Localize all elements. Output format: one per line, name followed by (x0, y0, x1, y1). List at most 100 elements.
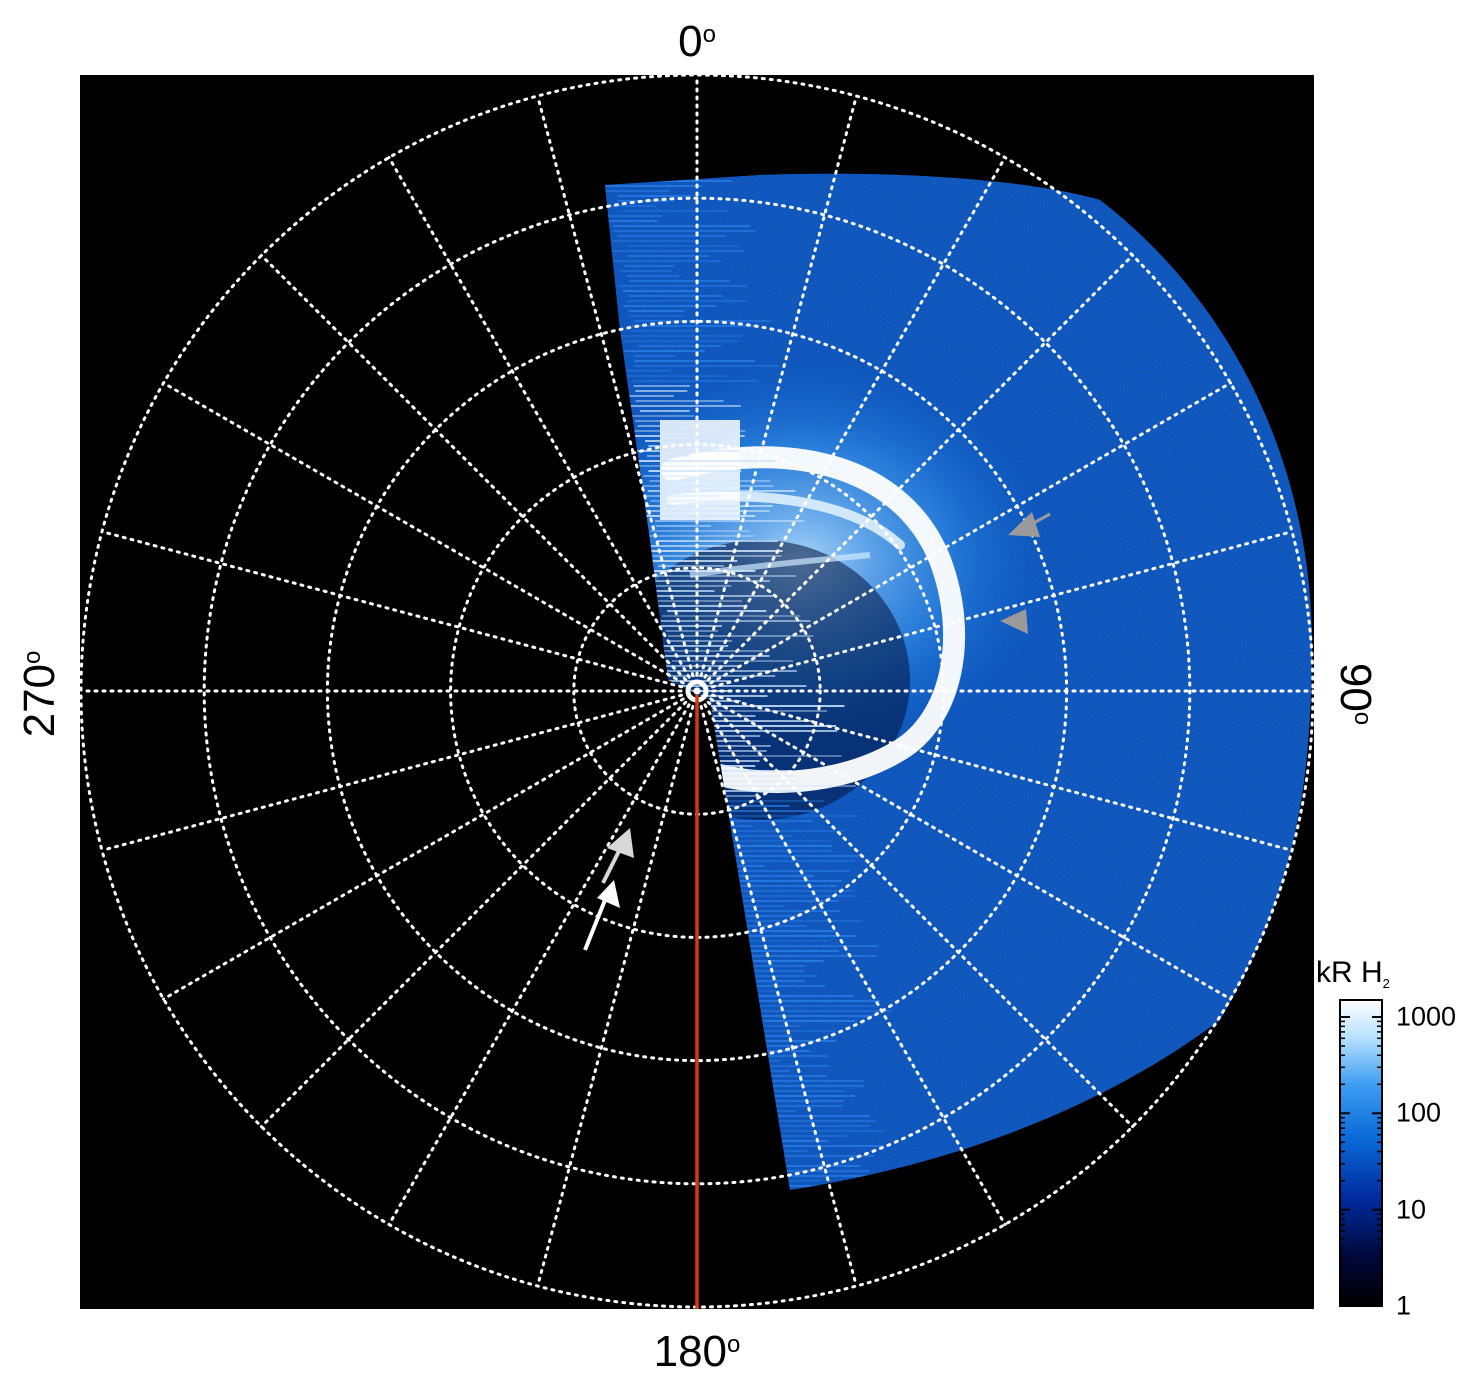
limb-streak (654, 645, 729, 647)
limb-streak (706, 705, 845, 707)
limb-streak (605, 215, 662, 217)
limb-streak (652, 625, 722, 627)
limb-streak (644, 545, 726, 547)
angle-label-180: 180o (653, 1327, 741, 1376)
limb-streak (605, 190, 670, 192)
limb-streak (657, 655, 770, 657)
colorbar-tick-label: 10 (1396, 1194, 1427, 1225)
limb-streak (646, 455, 692, 457)
limb-streak (738, 940, 828, 942)
limb-streak (699, 765, 756, 767)
limb-streak (721, 905, 786, 907)
limb-streak (714, 775, 796, 777)
colorbar-ticks (1340, 1016, 1382, 1307)
limb-streak (747, 1105, 843, 1107)
limb-streak (728, 930, 837, 932)
limb-streak (648, 445, 708, 447)
grid-spoke (695, 94, 858, 693)
limb-streak (648, 585, 732, 587)
limb-streak (761, 1170, 870, 1172)
limb-streak (716, 860, 855, 862)
limb-streak (713, 785, 856, 787)
limb-streak (730, 955, 877, 957)
limb-streak (660, 685, 807, 687)
limb-streak (623, 305, 717, 307)
grid-spoke (387, 156, 699, 693)
limb-streak (638, 460, 776, 462)
limb-streak (648, 605, 746, 607)
limb-streak (713, 730, 838, 732)
limb-streak (726, 965, 805, 967)
grid-spoke (100, 689, 699, 852)
grid-spoke (695, 689, 1135, 1129)
grid-spoke (536, 94, 699, 693)
limb-streak (650, 500, 751, 502)
grid-spoke (695, 689, 1294, 852)
angle-label-0: 0o (678, 17, 716, 66)
limb-streak (707, 760, 760, 762)
grid-spoke (695, 381, 1232, 693)
limb-streak (634, 485, 774, 487)
limb-streak (636, 505, 773, 507)
limb-streak (671, 660, 794, 662)
white-arrow-shaft (583, 894, 609, 951)
limb-streak (760, 1130, 886, 1132)
grid-spoke (695, 689, 858, 1288)
colorbar-gradient (1339, 999, 1383, 1307)
limb-streak (720, 790, 802, 792)
limb-streak (714, 830, 845, 832)
limb-streak (717, 890, 854, 892)
limb-streak (667, 635, 814, 637)
limb-streak (637, 345, 721, 347)
limb-streak (742, 1140, 829, 1142)
limb-streak (661, 615, 801, 617)
limb-streak (648, 535, 754, 537)
limb-streak (658, 565, 724, 567)
limb-streak (703, 795, 760, 797)
colorbar-tick-label: 1000 (1396, 1001, 1457, 1032)
limb-streak (645, 590, 715, 592)
limb-streak (737, 985, 826, 987)
limb-streak (630, 405, 741, 407)
limb-streak (655, 525, 712, 527)
limb-streak (640, 550, 783, 552)
limb-streak (714, 750, 767, 752)
colorbar-tick-label: 100 (1396, 1097, 1442, 1128)
limb-streak (606, 220, 658, 222)
limb-streak (701, 755, 842, 757)
limb-streak (705, 770, 793, 772)
limb-streak (739, 1055, 829, 1057)
limb-streak (762, 1150, 808, 1152)
limb-streak (738, 1050, 810, 1052)
limb-streak (646, 595, 774, 597)
limb-streak (664, 675, 776, 677)
limb-streak (645, 440, 721, 442)
grid-spoke (536, 689, 699, 1288)
limb-streak (629, 295, 722, 297)
limb-streak (720, 850, 833, 852)
limb-streak (629, 280, 730, 282)
limb-streak (708, 840, 831, 842)
limb-streak (650, 530, 750, 532)
limb-streak (611, 180, 732, 182)
limb-streak (647, 575, 796, 577)
limb-streak (725, 995, 854, 997)
limb-streak (719, 865, 765, 867)
limb-streak (624, 350, 705, 352)
limb-streak (758, 1145, 884, 1147)
limb-streak (634, 360, 755, 362)
limb-streak (633, 385, 691, 387)
limb-streak (636, 465, 738, 467)
limb-streak (617, 235, 726, 237)
limb-streak (711, 820, 813, 822)
limb-streak (622, 290, 697, 292)
limb-streak (657, 600, 743, 602)
limb-streak (743, 1025, 802, 1027)
limb-streak (754, 1085, 865, 1087)
grid-spoke (387, 689, 699, 1226)
limb-streak (728, 880, 842, 882)
limb-streak (639, 410, 690, 412)
limb-streak (753, 1100, 844, 1102)
limb-streak (648, 470, 742, 472)
